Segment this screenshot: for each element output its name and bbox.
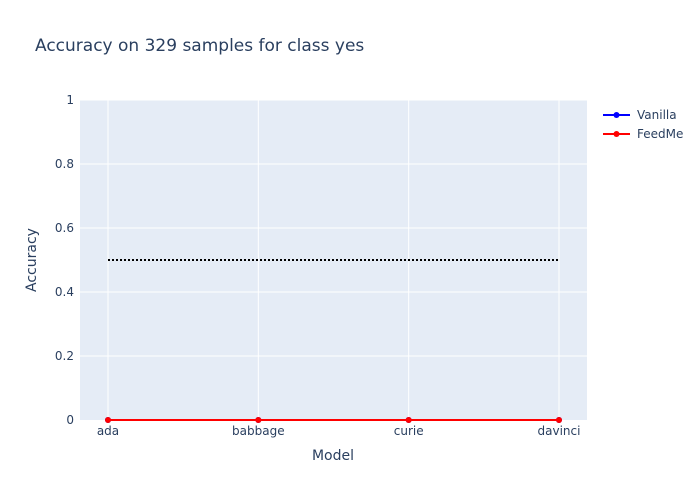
x-tick-label: babbage	[232, 424, 285, 438]
y-tick-label: 0.2	[55, 349, 74, 363]
data-point	[405, 417, 412, 423]
x-axis-title: Model	[312, 448, 354, 464]
legend[interactable]: Vanilla FeedMe	[603, 108, 683, 141]
x-tick-label: davinci	[538, 424, 581, 438]
grid-lines	[80, 99, 587, 420]
data-point	[255, 417, 262, 423]
series-group	[105, 417, 562, 423]
legend-swatch-marker	[613, 131, 620, 137]
legend-item[interactable]: FeedMe	[603, 127, 683, 141]
y-tick-label: 0.4	[55, 285, 74, 299]
data-point	[556, 417, 562, 423]
legend-swatch-marker	[613, 112, 620, 118]
x-tick-label: curie	[394, 424, 424, 438]
y-axis-ticks: 0 0.2 0.4 0.6 0.8 1	[55, 93, 74, 427]
y-tick-label: 0	[66, 413, 74, 427]
y-tick-label: 0.8	[55, 157, 74, 171]
chart-title: Accuracy on 329 samples for class yes	[35, 36, 364, 56]
legend-label: FeedMe	[637, 127, 683, 141]
y-axis-title: Accuracy	[24, 228, 40, 292]
data-point	[105, 417, 111, 423]
legend-item[interactable]: Vanilla	[603, 108, 677, 122]
y-tick-label: 1	[66, 93, 74, 107]
x-axis-ticks: ada babbage curie davinci	[97, 424, 581, 438]
legend-label: Vanilla	[637, 108, 677, 122]
y-tick-label: 0.6	[55, 221, 74, 235]
x-tick-label: ada	[97, 424, 119, 438]
